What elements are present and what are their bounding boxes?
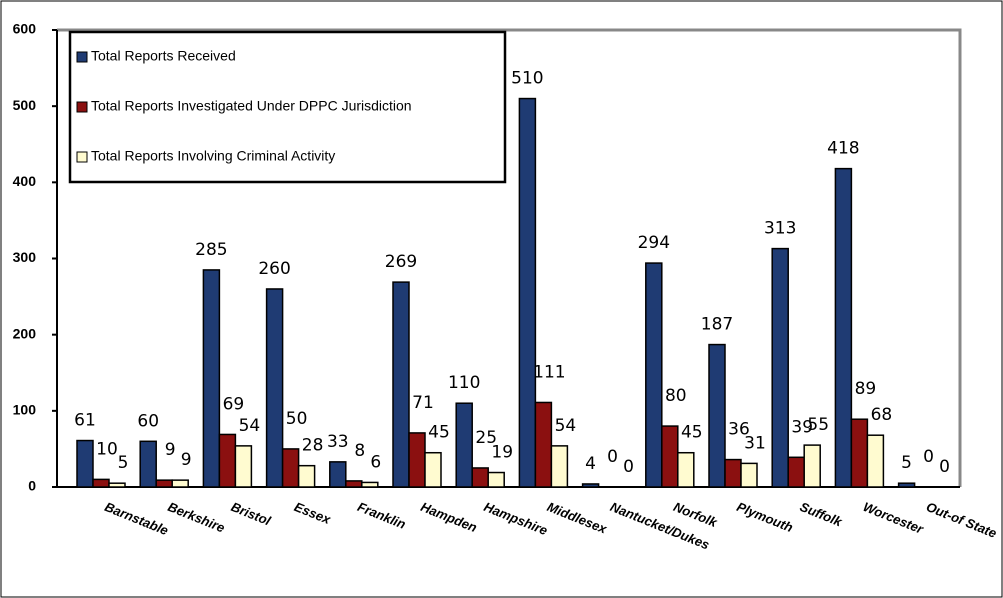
bar [345,480,363,488]
value-label: 110 [448,373,480,393]
value-label: 187 [701,315,733,335]
legend-label: Total Reports Investigated Under DPPC Ju… [91,98,412,114]
value-label: 61 [74,411,96,431]
bar [265,288,284,488]
bar [455,402,473,488]
bar [281,448,300,488]
value-label: 80 [665,386,687,406]
bar [218,433,237,488]
value-label: 294 [638,233,670,253]
y-tick-label: 0 [28,478,36,494]
bar [850,418,869,488]
bar [661,425,679,488]
bar [171,479,189,488]
value-label: 33 [327,432,349,452]
value-label: 5 [118,453,129,473]
value-label: 54 [239,416,261,436]
value-label: 45 [681,423,703,443]
value-label: 28 [302,436,324,456]
bar [92,478,110,488]
value-label: 55 [807,415,829,435]
value-label: 6 [370,452,381,472]
value-label: 0 [923,447,934,467]
y-tick-label: 600 [13,21,37,37]
value-label: 5 [901,453,912,473]
bar [202,269,221,488]
bar [677,451,695,488]
value-label: 8 [354,441,365,461]
bar [139,440,157,488]
bar [645,262,663,488]
value-label: 31 [744,433,766,453]
value-label: 260 [258,259,290,279]
bar [787,456,805,488]
bar [155,479,173,488]
bar [518,97,537,488]
value-label: 285 [195,240,227,260]
value-label: 19 [491,443,513,463]
value-label: 10 [96,439,118,459]
bar [297,464,316,488]
value-label: 111 [533,362,565,382]
legend [68,30,507,184]
bar [771,247,789,488]
bar [708,343,726,488]
bar [866,434,885,488]
bar [740,462,758,488]
legend-swatch [76,101,88,113]
bar [361,481,379,488]
value-label: 0 [939,457,950,477]
value-label: 4 [585,454,596,474]
bar [108,482,126,488]
y-tick-label: 100 [13,402,37,418]
legend-label: Total Reports Involving Criminal Activit… [91,148,335,164]
value-label: 9 [181,450,192,470]
value-label: 510 [511,69,543,89]
value-label: 36 [728,420,750,440]
bar [408,432,426,488]
value-label: 25 [475,428,497,448]
plot-wall [57,28,962,487]
value-label: 269 [385,252,417,272]
bar [834,167,853,488]
bar [581,483,600,488]
value-label: 60 [137,411,159,431]
value-label: 69 [223,394,245,414]
value-label: 89 [855,379,877,399]
bar [329,461,347,488]
bar [76,439,94,488]
legend-label: Total Reports Received [91,48,236,64]
value-label: 50 [286,409,308,429]
bar [471,467,489,488]
value-label: 418 [827,139,859,159]
legend-swatch [76,151,88,163]
value-label: 39 [791,417,813,437]
bar [424,451,442,488]
y-tick-label: 300 [13,249,37,265]
value-label: 54 [555,416,577,436]
bar [487,471,505,488]
bar [534,401,553,488]
y-tick-label: 200 [13,325,37,341]
y-tick-label: 500 [13,97,37,113]
bar [897,482,916,488]
value-label: 313 [764,219,796,239]
value-label: 71 [412,393,434,413]
value-label: 0 [607,447,618,467]
bar [550,445,569,488]
value-label: 9 [165,440,176,460]
value-label: 68 [871,405,893,425]
bar [392,281,410,488]
bar [724,458,742,488]
bar [234,445,253,488]
value-label: 0 [623,457,634,477]
legend-swatch [76,51,88,63]
value-label: 45 [428,423,450,443]
y-tick-label: 400 [13,173,37,189]
bar [803,444,821,488]
